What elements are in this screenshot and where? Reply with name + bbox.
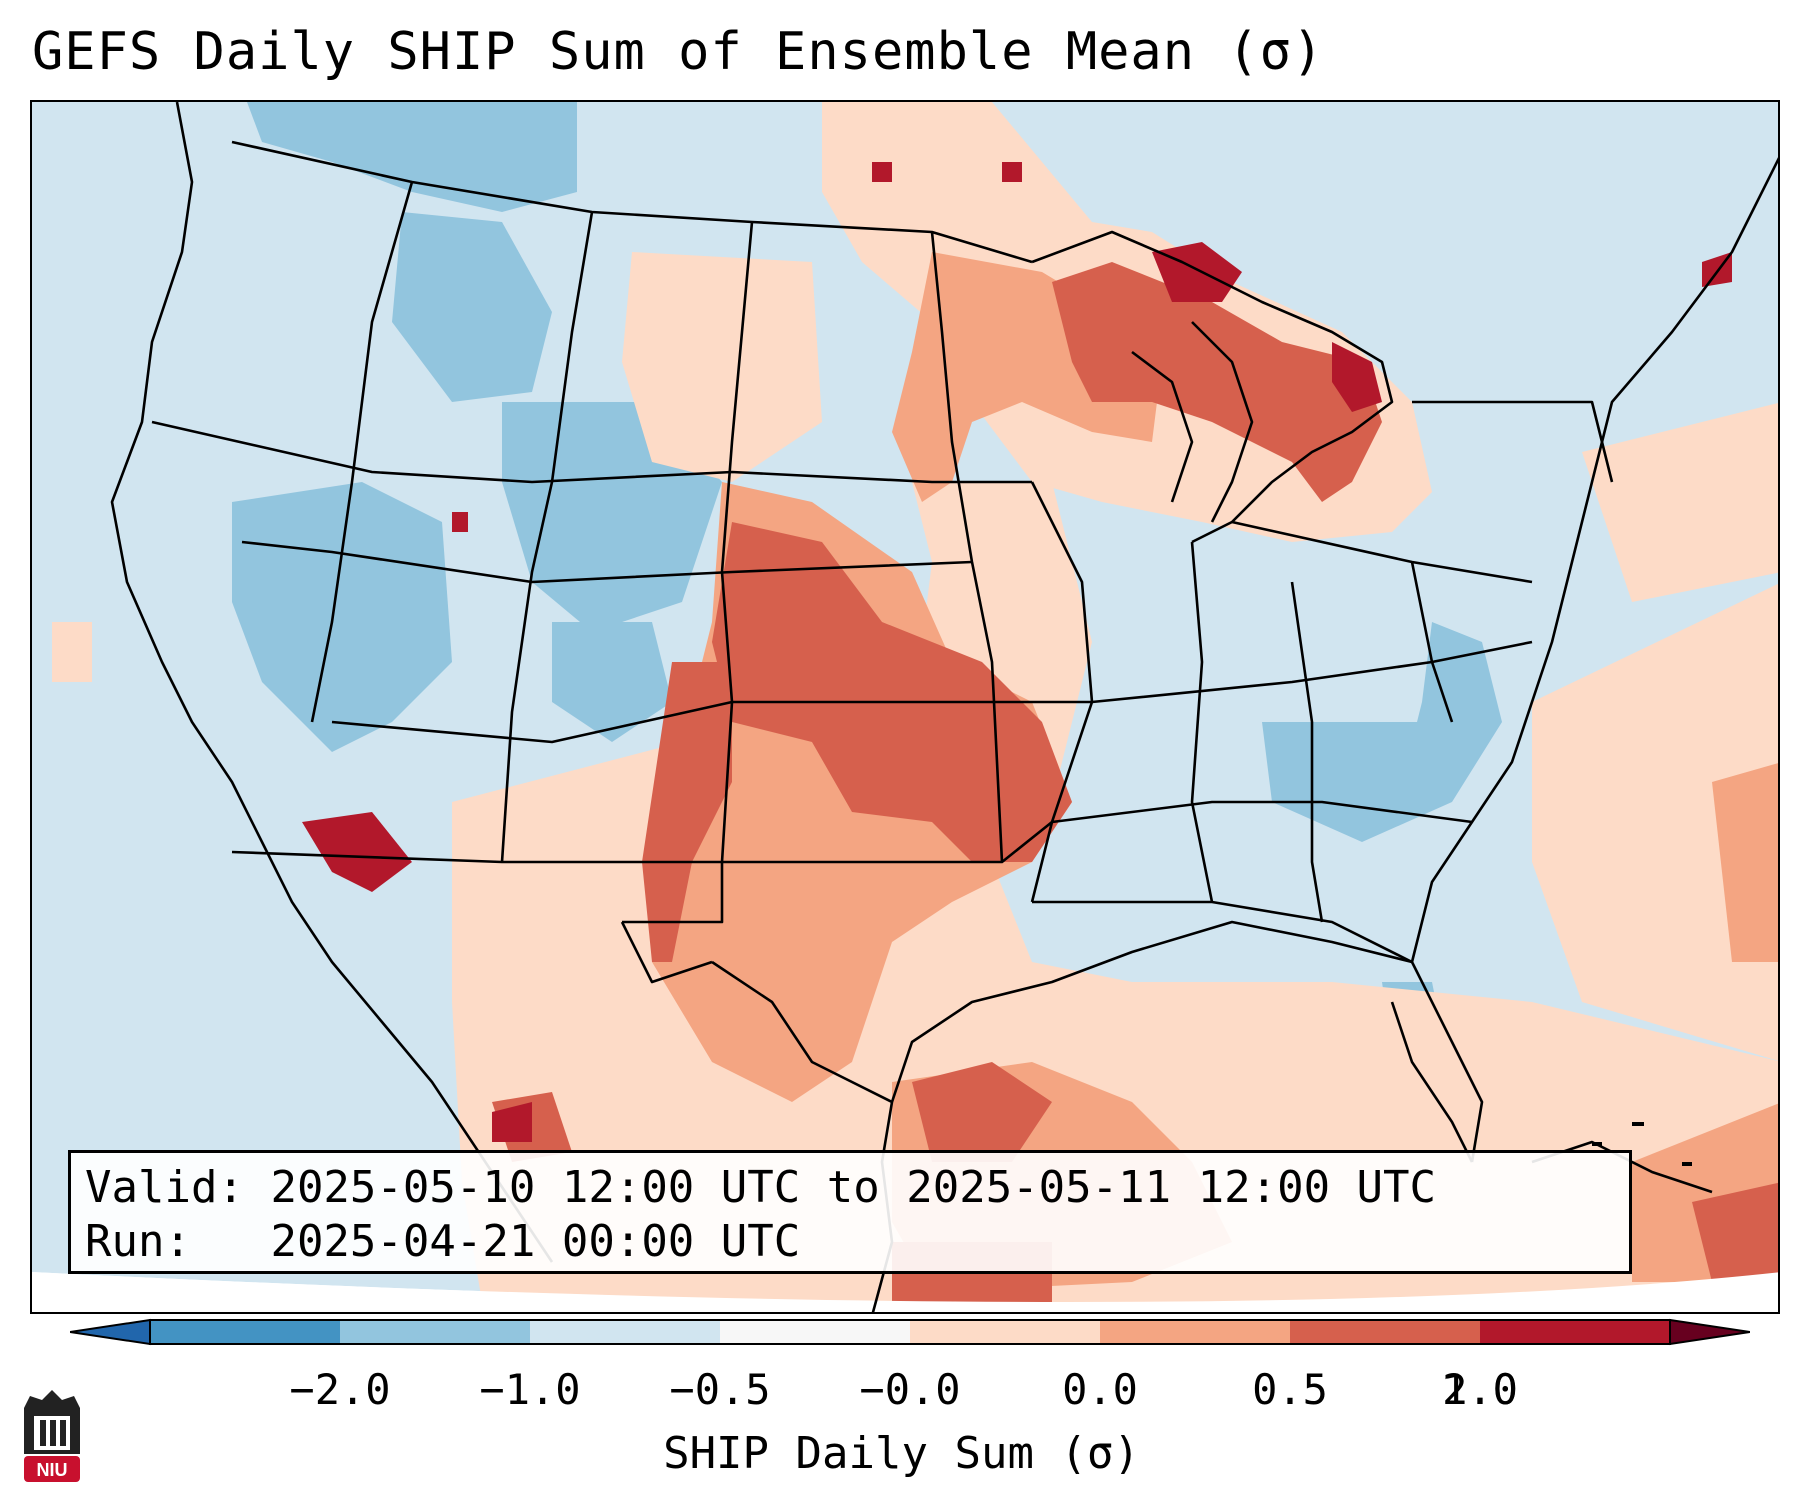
forecast-map <box>32 102 1778 1312</box>
colorbar-segment <box>720 1320 911 1344</box>
map-panel: Valid: 2025-05-10 12:00 UTC to 2025-05-1… <box>30 100 1780 1314</box>
colorbar-tick-label: 0.0 <box>1062 1365 1138 1414</box>
colorbar-segment <box>1480 1320 1671 1344</box>
colorbar-tick-label: −1.0 <box>479 1365 581 1414</box>
colorbar-label: SHIP Daily Sum (σ) <box>663 1428 1140 1479</box>
validity-info-box: Valid: 2025-05-10 12:00 UTC to 2025-05-1… <box>68 1150 1632 1274</box>
svg-text:NIU: NIU <box>37 1460 68 1480</box>
run-label: Run: <box>85 1216 191 1267</box>
colorbar-segment <box>530 1320 721 1344</box>
colorbar-extend-low <box>70 1318 151 1346</box>
colorbar-segments <box>70 1318 1750 1346</box>
islands <box>1592 1122 1692 1166</box>
colorbar-segment <box>150 1320 341 1344</box>
colorbar-segment <box>340 1320 531 1344</box>
colorbar-tick-label: −2.0 <box>289 1365 391 1414</box>
colorbar-tick-label: −0.5 <box>669 1365 771 1414</box>
colorbar-segment <box>1100 1320 1291 1344</box>
domain-outside <box>32 1272 1778 1312</box>
run-value: 2025-04-21 00:00 UTC <box>270 1216 801 1267</box>
map-title: GEFS Daily SHIP Sum of Ensemble Mean (σ) <box>32 22 1325 82</box>
positive-anomaly-strong <box>492 262 1778 1312</box>
colorbar <box>70 1318 1750 1346</box>
colorbar-tick-label: 0.5 <box>1252 1365 1328 1414</box>
valid-value: 2025-05-10 12:00 UTC to 2025-05-11 12:00… <box>270 1162 1437 1213</box>
colorbar-extend-high <box>1669 1318 1750 1346</box>
colorbar-tick-label: −0.0 <box>859 1365 961 1414</box>
borders <box>110 102 1778 1312</box>
colorbar-tick-label: 1.0 <box>1442 1365 1518 1414</box>
valid-label: Valid: <box>85 1162 244 1213</box>
colorbar-tick-label: 2.0 <box>1442 1365 1518 1414</box>
positive-anomaly-extreme <box>302 162 1732 1142</box>
colorbar-segment <box>1290 1320 1481 1344</box>
colorbar-segment <box>910 1320 1101 1344</box>
niu-logo-icon: NIU <box>24 1390 80 1482</box>
